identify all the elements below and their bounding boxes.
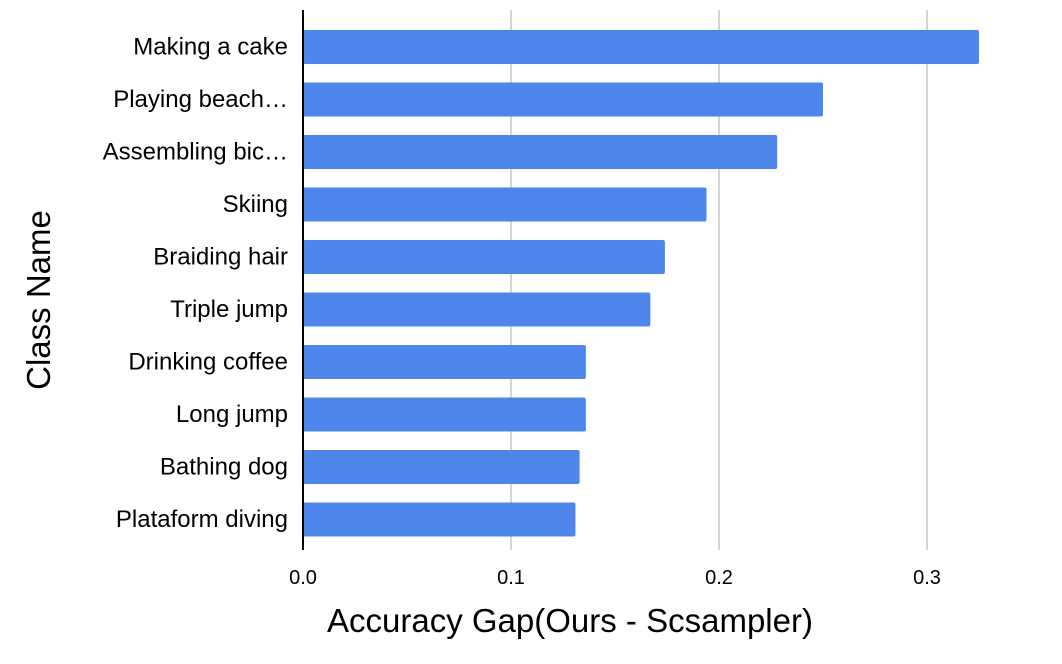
category-label: Plataform diving bbox=[116, 506, 288, 533]
category-label: Drinking coffee bbox=[128, 349, 288, 376]
bar bbox=[303, 30, 979, 64]
x-tick-label: 0.3 bbox=[913, 567, 941, 589]
bar bbox=[303, 292, 651, 327]
category-label: Bathing dog bbox=[160, 454, 288, 481]
x-tick-labels: 0.0 0.1 0.2 0.3 bbox=[289, 567, 941, 589]
bars bbox=[303, 30, 979, 537]
category-label: Assembling bic… bbox=[103, 139, 288, 166]
bar bbox=[303, 187, 707, 222]
category-label: Playing beach… bbox=[113, 86, 288, 113]
bar bbox=[303, 82, 823, 117]
category-label: Braiding hair bbox=[153, 244, 288, 271]
x-tick-label: 0.2 bbox=[705, 567, 733, 589]
x-axis-title: Accuracy Gap(Ours - Scsampler) bbox=[327, 602, 813, 639]
category-label: Skiing bbox=[223, 191, 288, 218]
bar bbox=[303, 397, 586, 432]
category-label: Triple jump bbox=[170, 296, 288, 323]
x-tick-label: 0.1 bbox=[497, 567, 525, 589]
category-labels: Making a cake Playing beach… Assembling bi… bbox=[103, 34, 288, 534]
category-label: Making a cake bbox=[133, 34, 288, 61]
category-label: Long jump bbox=[176, 401, 288, 428]
bar bbox=[303, 135, 778, 169]
bar bbox=[303, 240, 665, 274]
x-tick-label: 0.0 bbox=[289, 567, 317, 589]
y-axis-title: Class Name bbox=[20, 210, 57, 390]
bar bbox=[303, 450, 580, 484]
bar bbox=[303, 502, 576, 537]
bar bbox=[303, 345, 586, 379]
